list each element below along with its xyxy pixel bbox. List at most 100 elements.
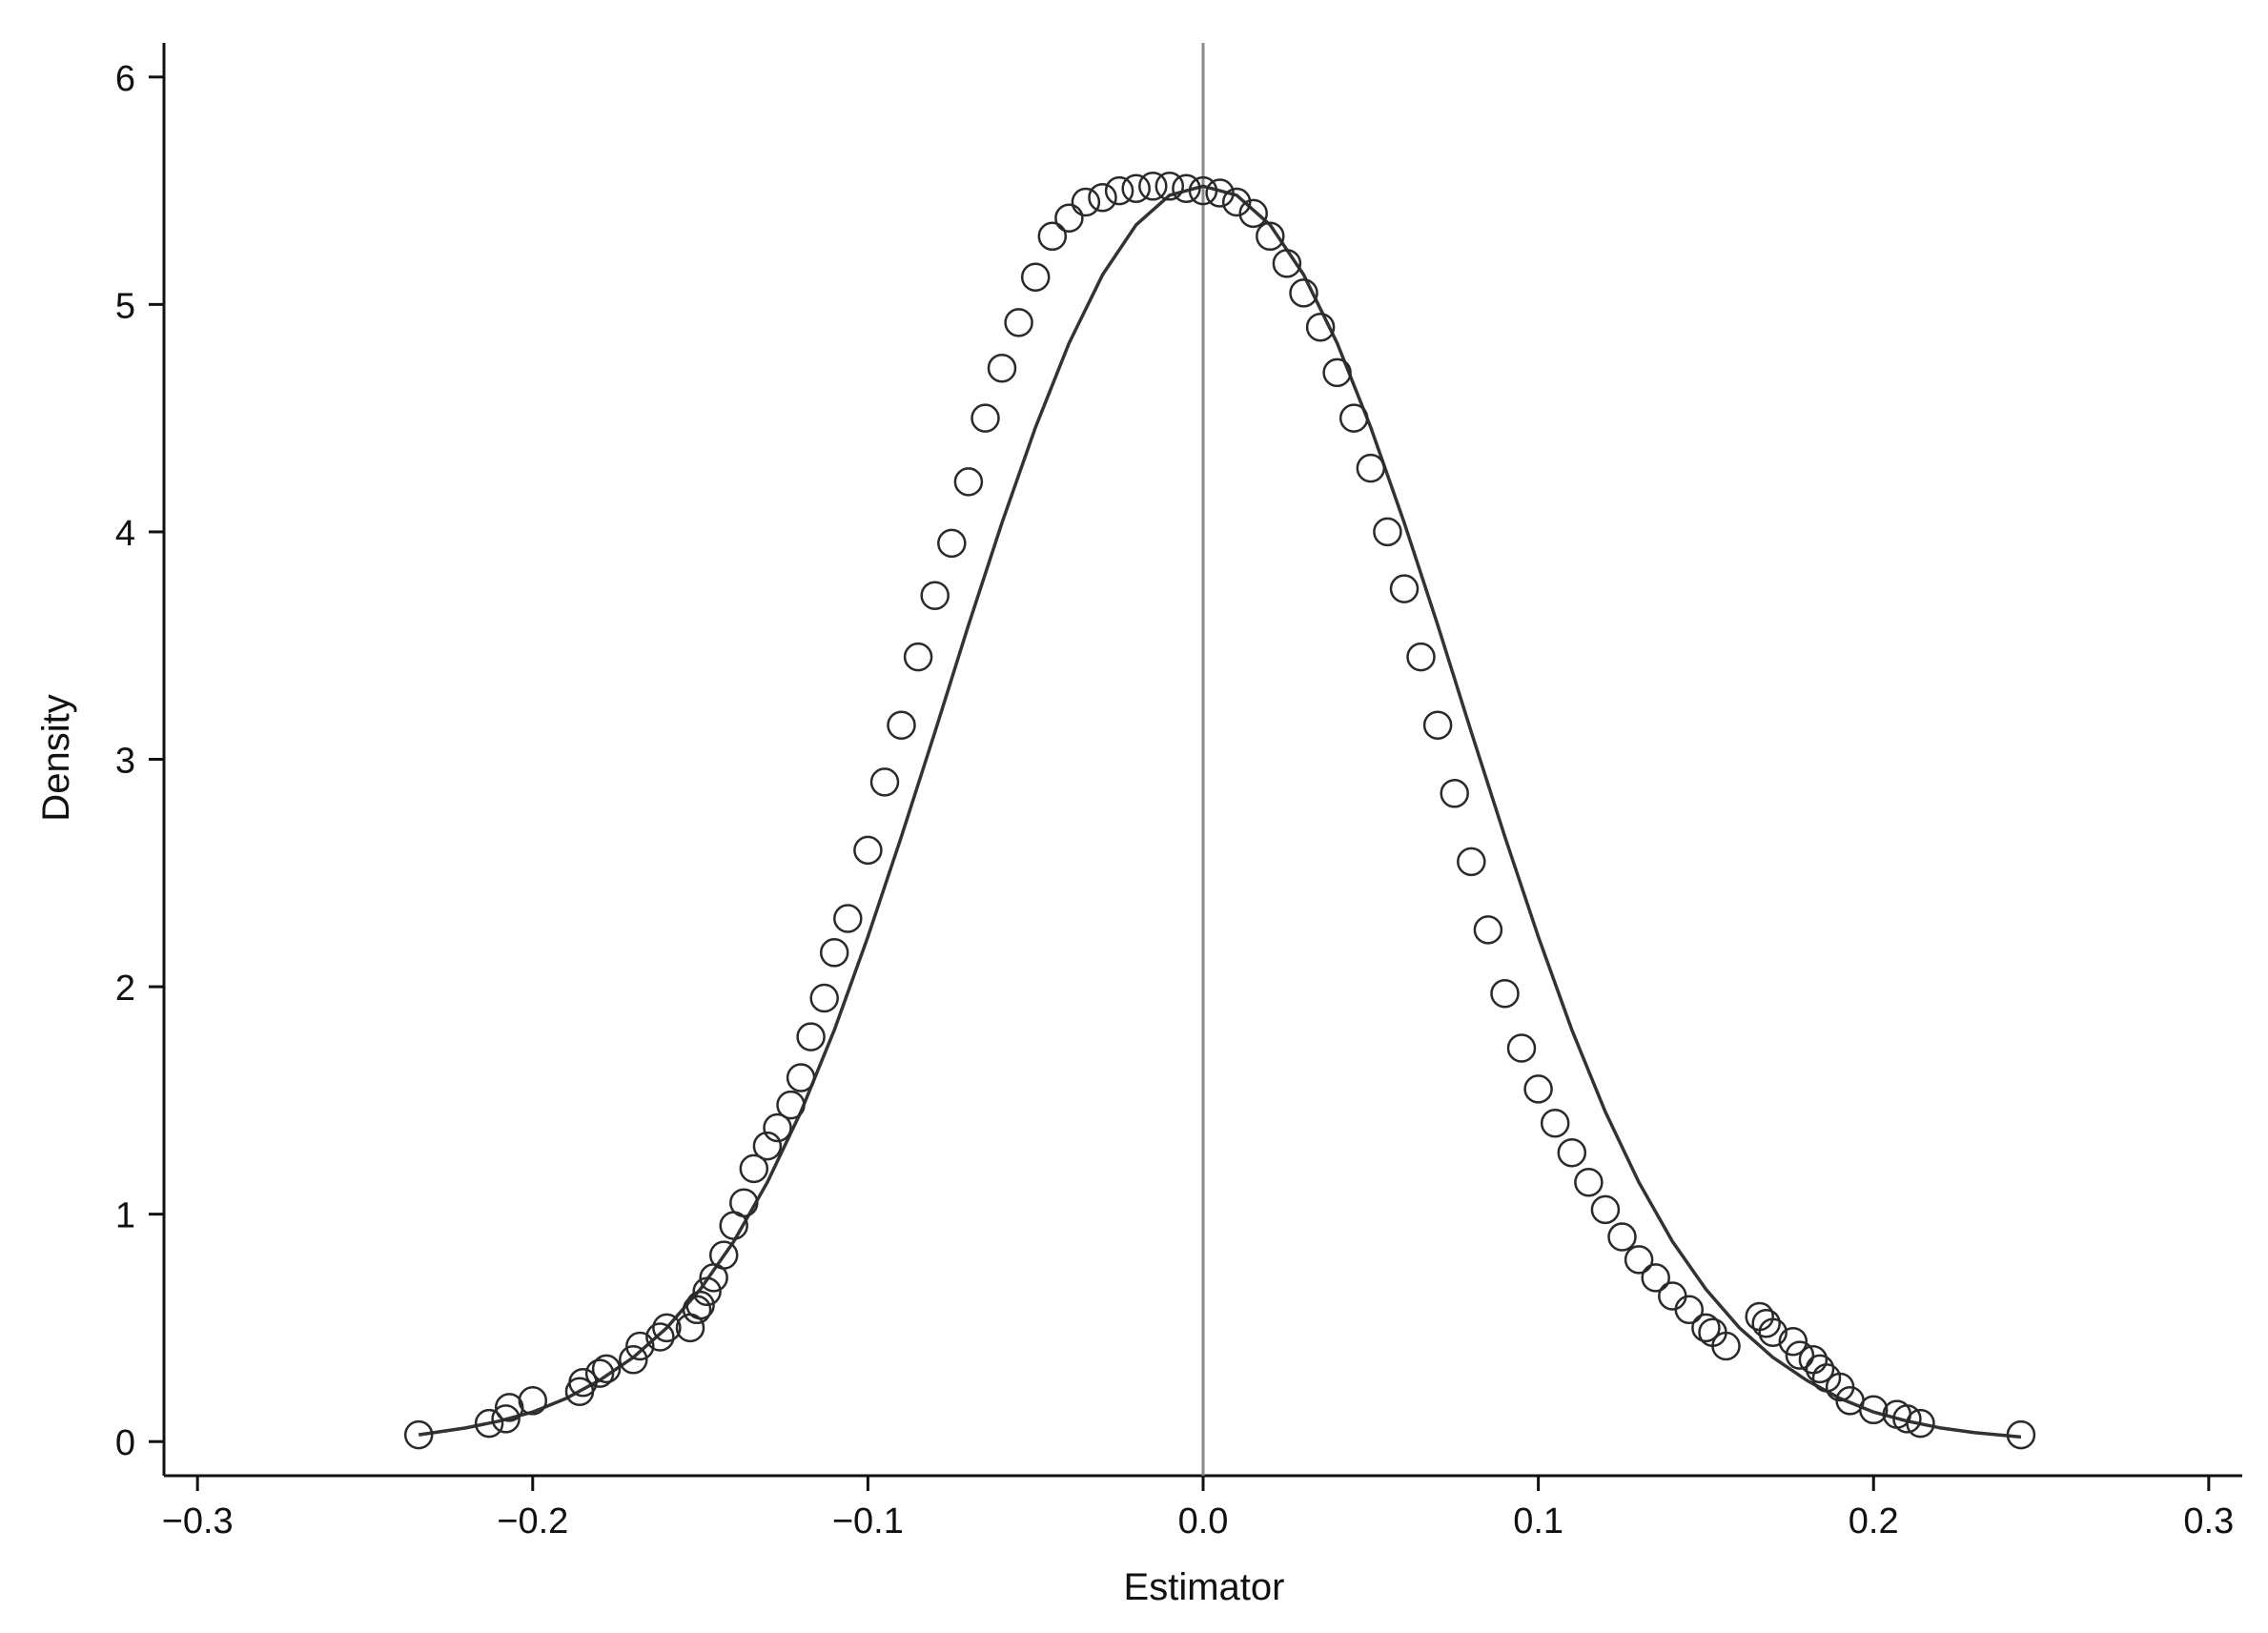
x-tick-label: 0.3 — [2183, 1501, 2234, 1541]
x-tick-label: −0.2 — [497, 1501, 568, 1541]
data-point — [1751, 1308, 1781, 1338]
data-point — [1490, 978, 1520, 1009]
data-point — [869, 767, 900, 797]
data-point — [987, 353, 1017, 383]
data-point — [518, 1386, 548, 1416]
tick-labels: 0 1 2 3 4 5 6 −0.3 −0.2 −0.1 0.0 0.1 0.2 0.3 — [115, 59, 2234, 1541]
data-point — [625, 1331, 655, 1361]
data-point — [763, 1112, 792, 1143]
data-point — [1322, 357, 1352, 388]
data-point — [1104, 175, 1134, 206]
data-point — [1373, 517, 1402, 547]
data-point — [1389, 574, 1420, 603]
data-point — [729, 1188, 759, 1217]
data-point — [1574, 1167, 1604, 1197]
y-tick-label: 4 — [115, 514, 135, 554]
data-point — [568, 1367, 598, 1398]
y-tick-label: 2 — [115, 969, 135, 1009]
data-point — [1506, 1033, 1537, 1063]
data-point — [903, 642, 933, 672]
data-point — [1674, 1295, 1705, 1325]
data-point — [403, 1419, 434, 1450]
data-point — [1805, 1354, 1835, 1384]
y-tick-label: 5 — [115, 286, 135, 326]
data-point — [1778, 1326, 1808, 1357]
data-point — [1892, 1404, 1922, 1434]
data-point — [652, 1313, 682, 1343]
data-point — [937, 528, 967, 559]
data-point — [1422, 710, 1453, 740]
data-point — [682, 1295, 712, 1325]
y-axis-title: Density — [35, 694, 77, 821]
data-point — [1020, 262, 1051, 292]
data-point — [2006, 1419, 2036, 1450]
data-point — [1745, 1301, 1774, 1332]
data-point — [1641, 1263, 1670, 1293]
data-point — [1037, 221, 1068, 252]
data-point — [971, 403, 1000, 433]
data-point — [1172, 174, 1201, 203]
x-tick-label: −0.3 — [162, 1501, 234, 1541]
data-point — [776, 1090, 806, 1120]
data-point — [1154, 172, 1185, 201]
data-point — [1858, 1395, 1889, 1425]
density-curve-group — [418, 184, 2022, 1439]
data-point — [1138, 172, 1168, 201]
y-tick-label: 6 — [115, 59, 135, 99]
data-point — [584, 1358, 615, 1388]
data-point — [619, 1345, 648, 1375]
data-point — [833, 904, 863, 933]
data-point — [819, 938, 849, 968]
data-point — [1272, 249, 1302, 278]
data-point — [953, 467, 984, 497]
data-point — [809, 983, 839, 1013]
density-points-group — [403, 172, 2036, 1450]
data-point — [1658, 1281, 1687, 1311]
data-point — [685, 1290, 715, 1320]
data-point — [752, 1131, 783, 1161]
data-point — [786, 1063, 816, 1092]
data-point — [1557, 1137, 1587, 1168]
data-point — [1256, 221, 1285, 252]
data-point — [491, 1404, 521, 1434]
data-point — [1238, 198, 1268, 229]
data-point — [1088, 182, 1117, 213]
data-point — [1121, 174, 1151, 203]
data-point — [1356, 453, 1386, 483]
data-point — [796, 1022, 826, 1051]
data-point — [1188, 175, 1218, 206]
data-point — [853, 835, 883, 866]
x-axis-title: Estimator — [1124, 1566, 1285, 1608]
x-tick-label: 0.0 — [1178, 1501, 1229, 1541]
axes — [149, 43, 2242, 1491]
x-tick-label: 0.1 — [1513, 1501, 1563, 1541]
data-point — [1691, 1313, 1721, 1343]
data-point — [920, 581, 950, 610]
y-tick-label: 0 — [115, 1423, 135, 1463]
data-point — [1523, 1074, 1553, 1104]
data-point — [1305, 312, 1336, 342]
y-tick-label: 1 — [115, 1196, 135, 1236]
data-point — [1004, 308, 1033, 337]
data-point — [739, 1153, 769, 1184]
data-point — [1540, 1108, 1570, 1138]
data-point — [645, 1322, 675, 1352]
data-point — [1457, 847, 1486, 877]
data-point — [1711, 1331, 1741, 1361]
x-tick-label: 0.2 — [1849, 1501, 1899, 1541]
data-point — [1624, 1245, 1654, 1275]
data-point — [1785, 1340, 1815, 1370]
data-point — [1590, 1194, 1621, 1225]
data-point — [1054, 203, 1084, 233]
data-point — [474, 1408, 504, 1439]
data-point — [887, 710, 916, 740]
data-point — [1758, 1317, 1788, 1347]
data-point — [494, 1393, 524, 1422]
data-point — [1289, 278, 1318, 308]
data-point — [591, 1354, 622, 1384]
data-point — [1071, 187, 1101, 217]
density-curve — [418, 184, 2022, 1439]
data-point — [708, 1240, 739, 1270]
data-point — [1221, 187, 1252, 217]
